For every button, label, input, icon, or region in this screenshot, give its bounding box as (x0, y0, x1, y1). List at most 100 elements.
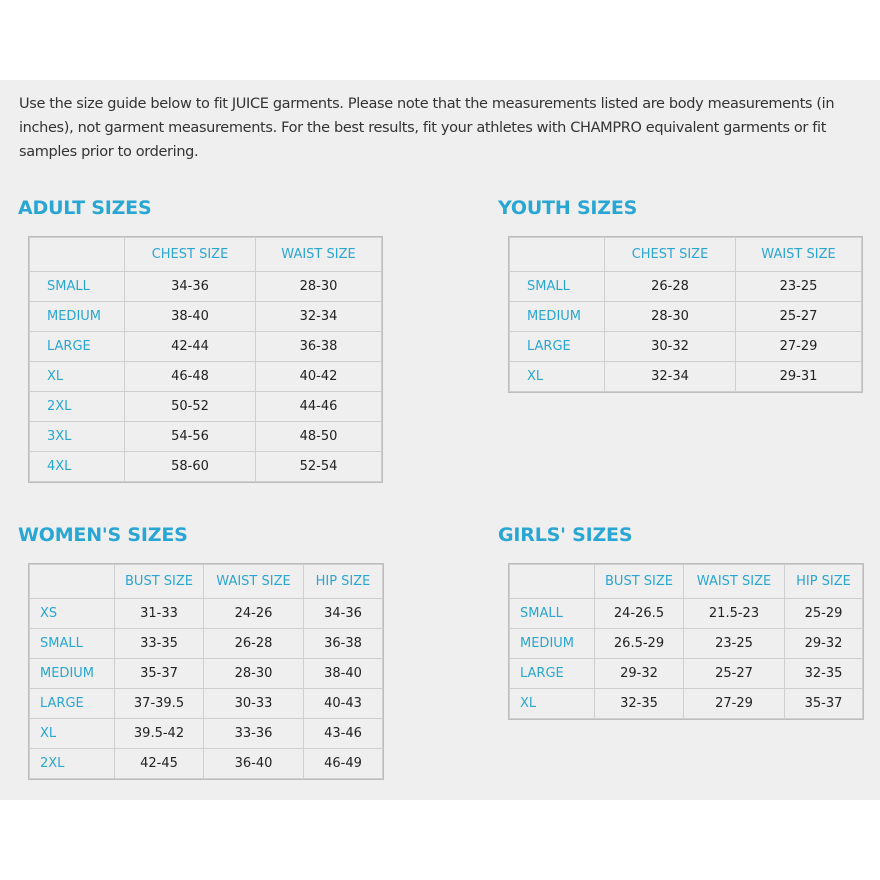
size-label: 3XL (29, 421, 125, 452)
measurement-cell: 36-40 (203, 748, 304, 779)
measurement-cell: 43-46 (303, 718, 383, 749)
measurement-cell: 50-52 (124, 391, 256, 422)
table-row: LARGE 29-32 25-27 32-35 (509, 658, 863, 689)
measurement-cell: 48-50 (255, 421, 382, 452)
column-header: BUST SIZE (114, 564, 204, 599)
measurement-cell: 58-60 (124, 451, 256, 482)
size-label: 2XL (29, 391, 125, 422)
size-label: 2XL (29, 748, 115, 779)
measurement-cell: 36-38 (255, 331, 382, 362)
measurement-cell: 37-39.5 (114, 688, 204, 719)
column-header: CHEST SIZE (604, 237, 736, 272)
measurement-cell: 46-48 (124, 361, 256, 392)
measurement-cell: 33-35 (114, 628, 204, 659)
table-row: XS 31-33 24-26 34-36 (29, 598, 383, 629)
table-row: 2XL 50-52 44-46 (29, 391, 382, 422)
measurement-cell: 26-28 (203, 628, 304, 659)
measurement-cell: 38-40 (124, 301, 256, 332)
measurement-cell: 54-56 (124, 421, 256, 452)
measurement-cell: 35-37 (784, 688, 863, 719)
column-header: BUST SIZE (594, 564, 684, 599)
size-label: LARGE (29, 331, 125, 362)
measurement-cell: 32-35 (594, 688, 684, 719)
size-label: MEDIUM (509, 628, 595, 659)
measurement-cell: 30-32 (604, 331, 736, 362)
table-row: XL 39.5-42 33-36 43-46 (29, 718, 383, 749)
measurement-cell: 27-29 (683, 688, 785, 719)
size-label: MEDIUM (29, 658, 115, 689)
table-row: MEDIUM 35-37 28-30 38-40 (29, 658, 383, 689)
table-row: MEDIUM 38-40 32-34 (29, 301, 382, 332)
size-label: XL (29, 361, 125, 392)
measurement-cell: 46-49 (303, 748, 383, 779)
size-label: SMALL (29, 628, 115, 659)
size-label: XL (509, 361, 605, 392)
size-label: LARGE (509, 658, 595, 689)
table-row: LARGE 30-32 27-29 (509, 331, 862, 362)
measurement-cell: 34-36 (124, 271, 256, 302)
adult-size-table: CHEST SIZE WAIST SIZE SMALL 34-36 28-30 MEDIU… (28, 236, 383, 483)
measurement-cell: 44-46 (255, 391, 382, 422)
table-row: XL 32-34 29-31 (509, 361, 862, 392)
measurement-cell: 42-44 (124, 331, 256, 362)
column-header: HIP SIZE (303, 564, 383, 599)
table-row: SMALL 24-26.5 21.5-23 25-29 (509, 598, 863, 629)
measurement-cell: 33-36 (203, 718, 304, 749)
measurement-cell: 32-34 (604, 361, 736, 392)
table-row: MEDIUM 28-30 25-27 (509, 301, 862, 332)
measurement-cell: 32-34 (255, 301, 382, 332)
measurement-cell: 24-26 (203, 598, 304, 629)
table-row: MEDIUM 26.5-29 23-25 29-32 (509, 628, 863, 659)
size-label: LARGE (29, 688, 115, 719)
girls-size-table: BUST SIZE WAIST SIZE HIP SIZE SMALL 24-26.5 2… (508, 563, 864, 720)
womens-sizes-heading: WOMEN'S SIZES (18, 524, 188, 546)
measurement-cell: 42-45 (114, 748, 204, 779)
measurement-cell: 35-37 (114, 658, 204, 689)
measurement-cell: 36-38 (303, 628, 383, 659)
measurement-cell: 32-35 (784, 658, 863, 689)
measurement-cell: 29-32 (784, 628, 863, 659)
table-row: SMALL 26-28 23-25 (509, 271, 862, 302)
column-header: WAIST SIZE (255, 237, 382, 272)
table-row: SMALL 34-36 28-30 (29, 271, 382, 302)
table-row: 4XL 58-60 52-54 (29, 451, 382, 482)
measurement-cell: 31-33 (114, 598, 204, 629)
girls-sizes-heading: GIRLS' SIZES (498, 524, 633, 546)
measurement-cell: 30-33 (203, 688, 304, 719)
measurement-cell: 34-36 (303, 598, 383, 629)
header-row: CHEST SIZE WAIST SIZE (29, 237, 382, 272)
column-header: WAIST SIZE (683, 564, 785, 599)
column-header: HIP SIZE (784, 564, 863, 599)
table-row: XL 46-48 40-42 (29, 361, 382, 392)
measurement-cell: 21.5-23 (683, 598, 785, 629)
header-row: CHEST SIZE WAIST SIZE (509, 237, 862, 272)
size-label: SMALL (509, 598, 595, 629)
measurement-cell: 39.5-42 (114, 718, 204, 749)
measurement-cell: 40-43 (303, 688, 383, 719)
measurement-cell: 28-30 (203, 658, 304, 689)
measurement-cell: 25-27 (735, 301, 862, 332)
table-row: 2XL 42-45 36-40 46-49 (29, 748, 383, 779)
measurement-cell: 25-27 (683, 658, 785, 689)
column-header (509, 564, 595, 599)
table-row: 3XL 54-56 48-50 (29, 421, 382, 452)
measurement-cell: 38-40 (303, 658, 383, 689)
measurement-cell: 25-29 (784, 598, 863, 629)
measurement-cell: 29-31 (735, 361, 862, 392)
column-header (29, 237, 125, 272)
size-label: 4XL (29, 451, 125, 482)
measurement-cell: 27-29 (735, 331, 862, 362)
header-row: BUST SIZE WAIST SIZE HIP SIZE (509, 564, 863, 599)
measurement-cell: 24-26.5 (594, 598, 684, 629)
table-row: LARGE 37-39.5 30-33 40-43 (29, 688, 383, 719)
measurement-cell: 40-42 (255, 361, 382, 392)
table-row: LARGE 42-44 36-38 (29, 331, 382, 362)
measurement-cell: 29-32 (594, 658, 684, 689)
measurement-cell: 23-25 (735, 271, 862, 302)
column-header (29, 564, 115, 599)
youth-size-table: CHEST SIZE WAIST SIZE SMALL 26-28 23-25 MEDIU… (508, 236, 863, 393)
size-label: SMALL (509, 271, 605, 302)
size-label: XS (29, 598, 115, 629)
womens-size-table: BUST SIZE WAIST SIZE HIP SIZE XS 31-33 24-26 3… (28, 563, 384, 780)
intro-text: Use the size guide below to fit JUICE ga… (19, 96, 835, 160)
